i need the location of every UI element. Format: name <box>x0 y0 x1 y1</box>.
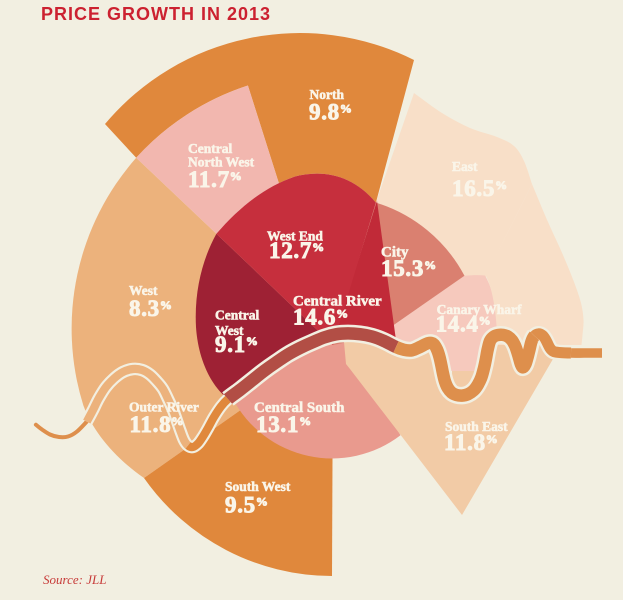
svg-text:11.8%: 11.8% <box>444 430 498 455</box>
svg-text:Canary Wharf: Canary Wharf <box>437 302 522 317</box>
svg-text:Central: Central <box>215 308 259 323</box>
svg-text:15.3%: 15.3% <box>381 256 437 281</box>
svg-text:Outer River: Outer River <box>129 400 199 415</box>
svg-text:East: East <box>452 159 478 174</box>
svg-text:North: North <box>310 87 345 102</box>
svg-text:North West: North West <box>188 155 255 170</box>
svg-text:Central: Central <box>188 141 232 156</box>
svg-text:Source: JLL: Source: JLL <box>43 572 106 587</box>
svg-text:14.6%: 14.6% <box>293 305 349 330</box>
svg-text:West End: West End <box>267 229 323 244</box>
svg-text:South East: South East <box>445 419 508 434</box>
svg-text:11.7%: 11.7% <box>188 167 242 192</box>
svg-text:Central River: Central River <box>293 294 382 310</box>
svg-text:9.8%: 9.8% <box>309 100 353 125</box>
svg-text:11.8%: 11.8% <box>130 412 184 437</box>
svg-text:Central South: Central South <box>254 400 345 416</box>
svg-text:South West: South West <box>225 479 291 494</box>
svg-text:City: City <box>381 245 409 261</box>
svg-text:PRICE GROWTH IN 2013: PRICE GROWTH IN 2013 <box>41 4 271 24</box>
svg-text:West: West <box>129 283 158 298</box>
svg-text:West: West <box>215 323 244 338</box>
